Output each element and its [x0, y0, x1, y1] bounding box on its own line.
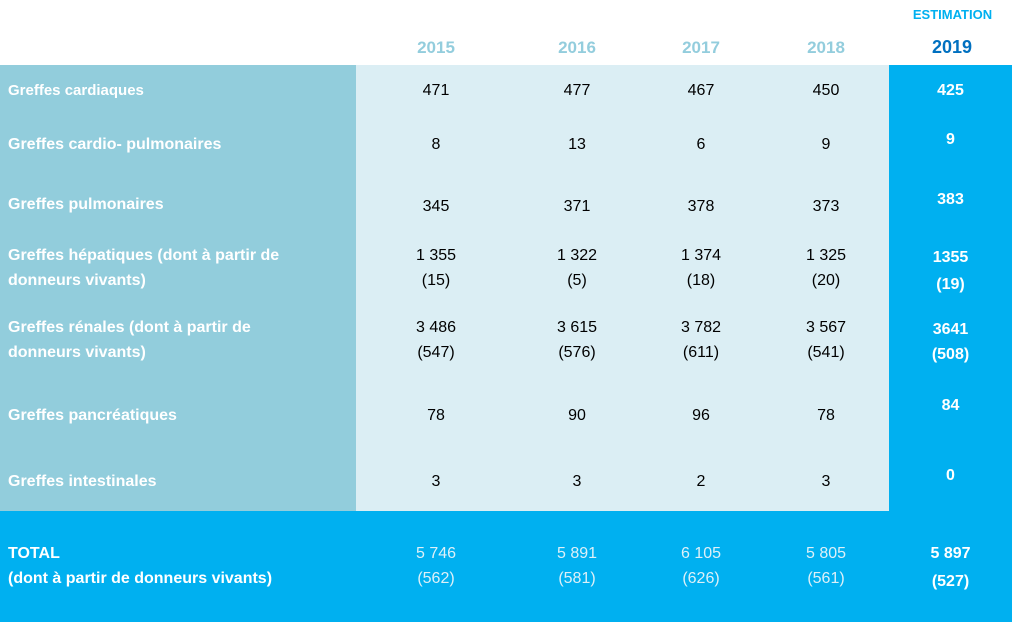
table-cell: 6 — [696, 136, 706, 153]
total-cell: 5 891 — [556, 545, 598, 562]
table-cell: 78 — [427, 407, 445, 424]
estimate-cell-sub: (508) — [931, 346, 970, 363]
estimate-cell: 1355 — [932, 249, 969, 266]
row-label-greffes-cardiaques: Greffes cardiaques — [8, 82, 144, 99]
table-cell: 345 — [422, 198, 450, 215]
total-cell-sub: (561) — [807, 570, 845, 587]
estimate-cell: 84 — [941, 397, 960, 414]
estimate-cell: 383 — [937, 191, 964, 208]
estimate-cell: 0 — [946, 467, 955, 484]
table-cell: 3 567 — [805, 319, 847, 336]
table-cell: 9 — [821, 136, 831, 153]
total-cell-sub: (581) — [558, 570, 596, 587]
table-cell: 2 — [696, 473, 706, 490]
total-row-background — [0, 511, 1012, 622]
table-cell: 471 — [422, 82, 450, 99]
table-cell: 3 — [572, 473, 582, 490]
year-header-2018: 2018 — [807, 38, 845, 57]
table-cell: 450 — [812, 82, 840, 99]
table-cell: 373 — [812, 198, 840, 215]
year-header-2016: 2016 — [558, 38, 596, 57]
table-cell: 467 — [687, 82, 715, 99]
table-cell-sub: (547) — [417, 344, 455, 361]
table-cell: 1 325 — [805, 247, 847, 264]
label-column-background — [0, 65, 356, 511]
row-label-greffes-intestinales: Greffes intestinales — [8, 473, 157, 490]
row-label-greffes-renales-line1: Greffes rénales (dont à partir de — [8, 319, 251, 336]
total-estimate-cell: 5 897 — [930, 545, 971, 562]
estimate-cell: 425 — [937, 82, 964, 99]
total-estimate-cell-sub: (527) — [931, 573, 970, 590]
table-cell: 477 — [563, 82, 591, 99]
row-label-greffes-pancreatiques: Greffes pancréatiques — [8, 407, 177, 424]
table-cell: 378 — [687, 198, 715, 215]
table-cell: 8 — [431, 136, 441, 153]
table-cell-sub: (18) — [686, 272, 716, 289]
row-label-greffes-hepatiques-line2: donneurs vivants) — [8, 272, 146, 289]
row-label-greffes-renales-line2: donneurs vivants) — [8, 344, 146, 361]
table-cell-sub: (20) — [811, 272, 841, 289]
table-cell: 1 374 — [680, 247, 722, 264]
table-cell: 3 486 — [415, 319, 457, 336]
table-cell-sub: (15) — [421, 272, 451, 289]
year-header-2017: 2017 — [682, 38, 720, 57]
table-cell: 3 — [821, 473, 831, 490]
estimation-label: ESTIMATION — [912, 7, 993, 22]
table-cell: 1 322 — [556, 247, 598, 264]
table-cell: 1 355 — [415, 247, 457, 264]
value-area-background — [356, 65, 889, 511]
row-label-greffes-pulmonaires: Greffes pulmonaires — [8, 196, 164, 213]
table-cell: 78 — [817, 407, 835, 424]
year-header-2015: 2015 — [417, 38, 455, 57]
table-cell-sub: (611) — [682, 344, 720, 361]
table-cell-sub: (576) — [558, 344, 596, 361]
estimate-cell: 9 — [946, 131, 955, 148]
total-label-line1: TOTAL — [8, 545, 60, 562]
table-cell: 3 615 — [556, 319, 598, 336]
table-cell: 90 — [568, 407, 586, 424]
total-cell: 6 105 — [680, 545, 722, 562]
total-cell: 5 805 — [805, 545, 847, 562]
total-label-line2: (dont à partir de donneurs vivants) — [8, 570, 273, 587]
total-cell-sub: (562) — [417, 570, 455, 587]
table-cell: 3 — [431, 473, 441, 490]
total-cell-sub: (626) — [682, 570, 720, 587]
row-label-greffes-hepatiques-line1: Greffes hépatiques (dont à partir de — [8, 247, 280, 264]
estimate-cell: 3641 — [932, 321, 969, 338]
estimate-cell-sub: (19) — [936, 276, 965, 293]
table-cell-sub: (5) — [567, 272, 587, 289]
table-cell: 3 782 — [680, 319, 722, 336]
table-cell-sub: (541) — [807, 344, 845, 361]
table-cell: 96 — [692, 407, 710, 424]
table-cell: 371 — [563, 198, 591, 215]
total-cell: 5 746 — [415, 545, 457, 562]
row-label-greffes-cardio-pulmonaires: Greffes cardio- pulmonaires — [8, 136, 222, 153]
table-cell: 13 — [568, 136, 586, 153]
year-header-2019: 2019 — [931, 37, 973, 57]
